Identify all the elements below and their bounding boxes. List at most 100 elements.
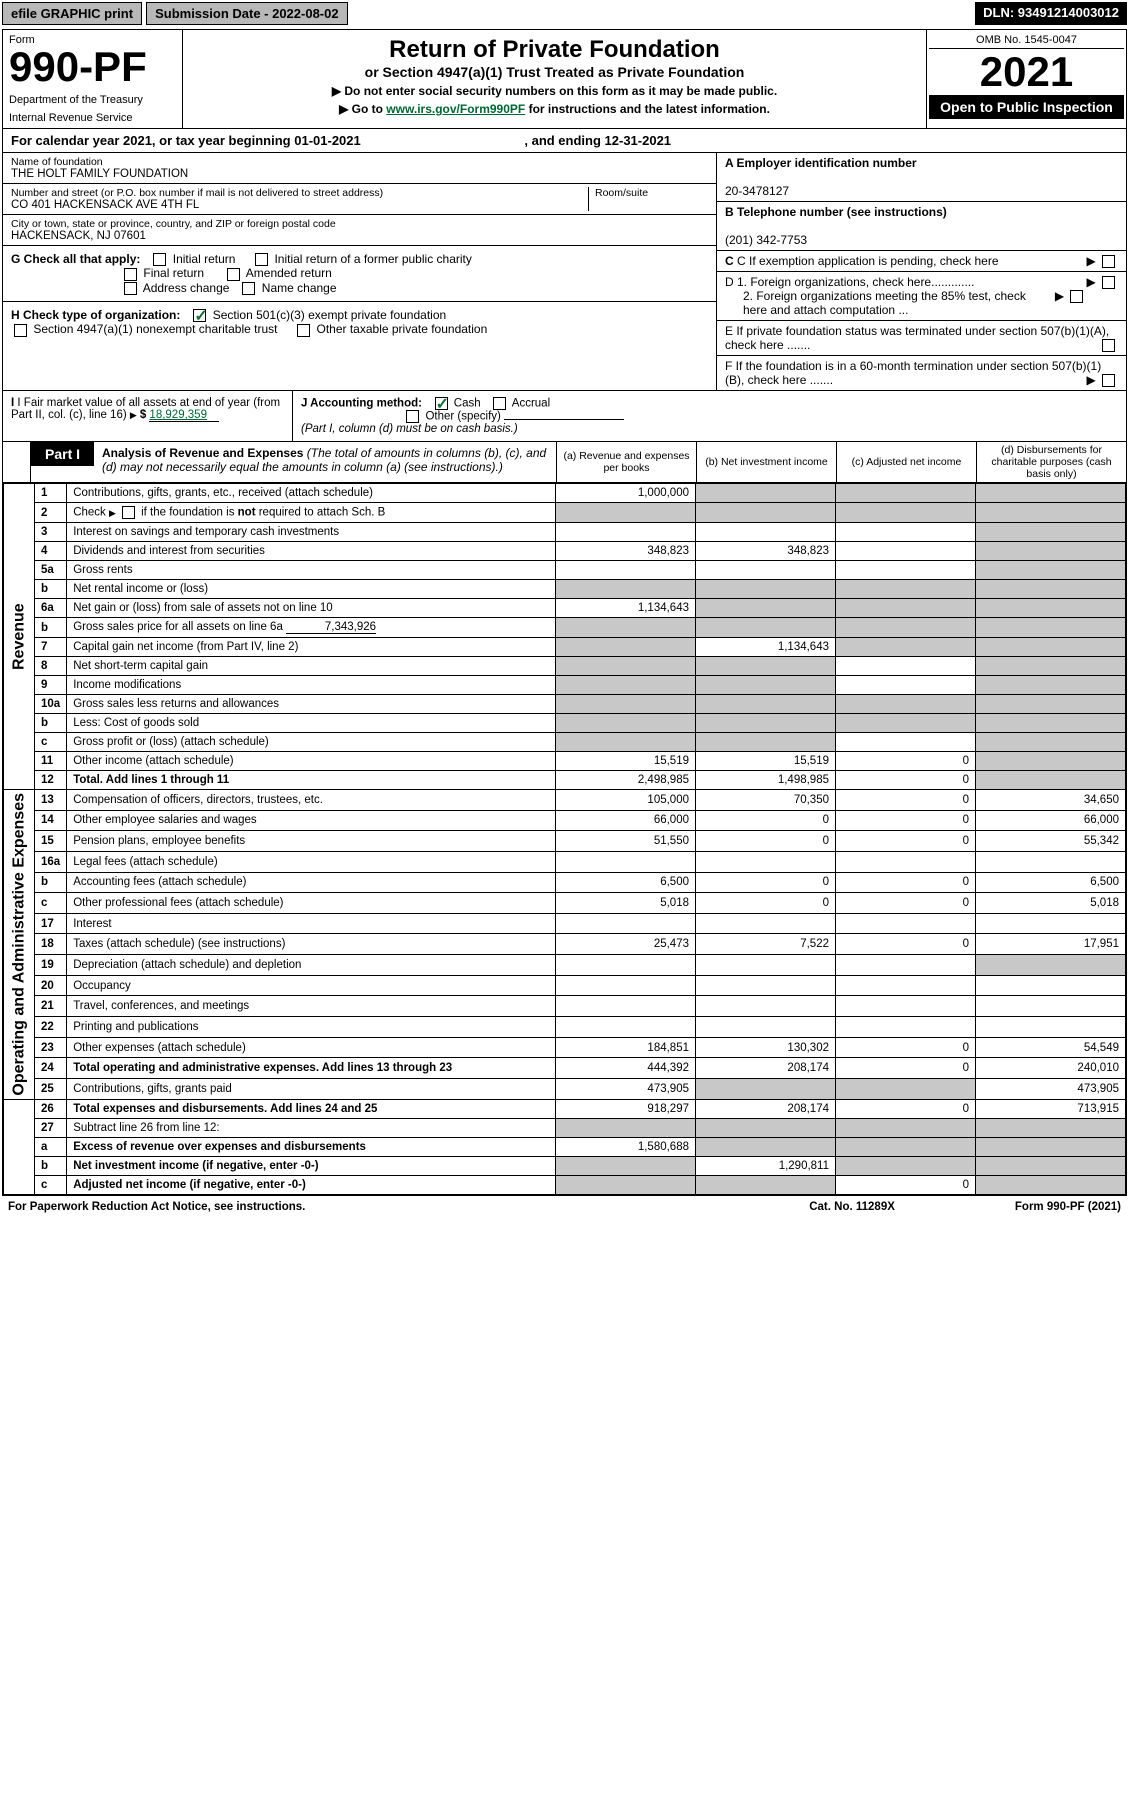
table-row: Operating and Administrative Expenses13C… [4, 790, 1126, 811]
g-name-change: Name change [262, 281, 337, 295]
col-b-value [696, 1078, 836, 1099]
table-row: 26Total expenses and disbursements. Add … [4, 1099, 1126, 1118]
col-c-value [836, 695, 976, 714]
e-text: E If private foundation status was termi… [725, 324, 1109, 352]
col-a-value: 918,297 [556, 1099, 696, 1118]
col-c-value: 0 [836, 1099, 976, 1118]
col-d-value [976, 580, 1126, 599]
col-a-value [556, 618, 696, 638]
col-b-value: 70,350 [696, 790, 836, 811]
chk-name-change[interactable] [242, 282, 255, 295]
irs-link[interactable]: www.irs.gov/Form990PF [386, 102, 525, 116]
line-number: b [35, 1156, 67, 1175]
col-d-value: 473,905 [976, 1078, 1126, 1099]
col-b-value: 0 [696, 872, 836, 893]
col-b-value [696, 599, 836, 618]
instr2-pre: ▶ Go to [339, 102, 386, 116]
part1-tab: Part I [31, 442, 94, 466]
line-number: b [35, 580, 67, 599]
line-number: 26 [35, 1099, 67, 1118]
col-c-value: 0 [836, 831, 976, 852]
chk-d2[interactable] [1070, 290, 1083, 303]
dept-treasury: Department of the Treasury [9, 94, 176, 106]
table-row: bGross sales price for all assets on lin… [4, 618, 1126, 638]
chk-cash[interactable] [435, 397, 448, 410]
line-description: Other expenses (attach schedule) [67, 1037, 556, 1058]
i-cell: I I Fair market value of all assets at e… [3, 391, 293, 441]
line-description: Contributions, gifts, grants paid [67, 1078, 556, 1099]
line-number: 18 [35, 934, 67, 955]
col-c-value: 0 [836, 1175, 976, 1194]
col-c-value [836, 714, 976, 733]
chk-other-taxable[interactable] [297, 324, 310, 337]
chk-other-method[interactable] [406, 410, 419, 423]
col-a-value [556, 714, 696, 733]
line-description: Total expenses and disbursements. Add li… [67, 1099, 556, 1118]
col-d-header: (d) Disbursements for charitable purpose… [976, 442, 1126, 482]
line-description: Legal fees (attach schedule) [67, 851, 556, 872]
col-d-value [976, 771, 1126, 790]
e-cell: E If private foundation status was termi… [717, 321, 1126, 356]
col-a-value: 1,134,643 [556, 599, 696, 618]
col-b-value [696, 1137, 836, 1156]
blank-side [4, 1099, 35, 1194]
col-c-value: 0 [836, 872, 976, 893]
chk-initial-former[interactable] [255, 253, 268, 266]
chk-amended[interactable] [227, 268, 240, 281]
col-b-value: 0 [696, 831, 836, 852]
col-c-value [836, 913, 976, 934]
chk-addr-change[interactable] [124, 282, 137, 295]
line-number: 11 [35, 752, 67, 771]
line-number: 10a [35, 695, 67, 714]
line-number: 5a [35, 561, 67, 580]
chk-final-return[interactable] [124, 268, 137, 281]
col-c-value [836, 733, 976, 752]
h-501c3: Section 501(c)(3) exempt private foundat… [213, 308, 446, 322]
col-d-value [976, 618, 1126, 638]
col-d-value: 17,951 [976, 934, 1126, 955]
line-description: Net gain or (loss) from sale of assets n… [67, 599, 556, 618]
line-description: Occupancy [67, 975, 556, 996]
col-b-value [696, 523, 836, 542]
chk-c[interactable] [1102, 255, 1115, 268]
col-c-value [836, 1078, 976, 1099]
i-value[interactable]: 18,929,359 [149, 409, 219, 422]
cal-mid: , and ending [524, 133, 604, 148]
chk-4947[interactable] [14, 324, 27, 337]
col-d-value [976, 714, 1126, 733]
line-description: Interest on savings and temporary cash i… [67, 523, 556, 542]
chk-f[interactable] [1102, 374, 1115, 387]
chk-initial-return[interactable] [153, 253, 166, 266]
chk-accrual[interactable] [493, 397, 506, 410]
chk-501c3[interactable] [193, 309, 206, 322]
col-c-value: 0 [836, 790, 976, 811]
col-a-value [556, 851, 696, 872]
col-d-value [976, 996, 1126, 1017]
room-label: Room/suite [595, 187, 708, 199]
calendar-year-row: For calendar year 2021, or tax year begi… [3, 129, 1126, 153]
table-row: bNet rental income or (loss) [4, 580, 1126, 599]
part1-header: Part I Analysis of Revenue and Expenses … [3, 442, 1126, 483]
col-c-value [836, 996, 976, 1017]
table-row: 23Other expenses (attach schedule)184,85… [4, 1037, 1126, 1058]
omb-number: OMB No. 1545-0047 [929, 32, 1124, 49]
col-b-value [696, 561, 836, 580]
line-number: 13 [35, 790, 67, 811]
col-a-value [556, 1156, 696, 1175]
line-description: Excess of revenue over expenses and disb… [67, 1137, 556, 1156]
city-cell: City or town, state or province, country… [3, 215, 716, 246]
line-description: Capital gain net income (from Part IV, l… [67, 638, 556, 657]
col-b-value: 130,302 [696, 1037, 836, 1058]
revenue-side-label: Revenue [4, 484, 35, 790]
col-b-value [696, 851, 836, 872]
col-d-value [976, 599, 1126, 618]
addr-label: Number and street (or P.O. box number if… [11, 187, 588, 199]
chk-d1[interactable] [1102, 276, 1115, 289]
col-c-value [836, 503, 976, 523]
col-b-value [696, 503, 836, 523]
col-c-value: 0 [836, 893, 976, 914]
chk-e[interactable] [1102, 339, 1115, 352]
col-b-value [696, 1118, 836, 1137]
efile-print-button[interactable]: efile GRAPHIC print [2, 2, 142, 25]
line-number: 27 [35, 1118, 67, 1137]
